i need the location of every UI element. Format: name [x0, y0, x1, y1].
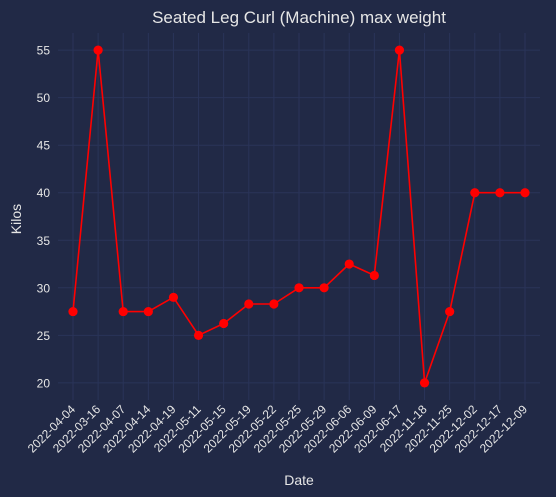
data-point [369, 270, 379, 281]
data-point [394, 45, 405, 55]
data-point [470, 188, 480, 198]
x-axis-label: Date [284, 472, 314, 488]
y-tick-label: 25 [37, 329, 51, 343]
data-point [520, 188, 530, 198]
y-tick-label: 55 [37, 44, 51, 58]
data-point [445, 306, 455, 317]
data-point [495, 188, 505, 198]
y-tick-label: 45 [37, 139, 51, 153]
data-point [244, 299, 254, 309]
data-point [344, 259, 354, 269]
y-tick-label: 40 [37, 186, 51, 200]
y-axis-label: Kilos [8, 204, 24, 234]
data-point [269, 299, 279, 309]
data-point [294, 283, 304, 293]
data-point [143, 306, 153, 317]
data-point [319, 283, 329, 293]
y-tick-label: 30 [37, 281, 51, 295]
chart-title: Seated Leg Curl (Machine) max weight [152, 8, 446, 27]
y-tick-label: 20 [37, 376, 51, 390]
data-point [118, 306, 128, 317]
grid-layer [58, 33, 540, 400]
series-layer [68, 45, 530, 388]
data-point [419, 378, 430, 388]
data-point [168, 292, 179, 302]
data-point [68, 306, 78, 317]
y-tick-label: 35 [37, 234, 51, 248]
y-tick-label: 50 [37, 91, 51, 105]
data-point [93, 45, 103, 55]
data-point [219, 318, 229, 329]
data-point [193, 330, 204, 340]
